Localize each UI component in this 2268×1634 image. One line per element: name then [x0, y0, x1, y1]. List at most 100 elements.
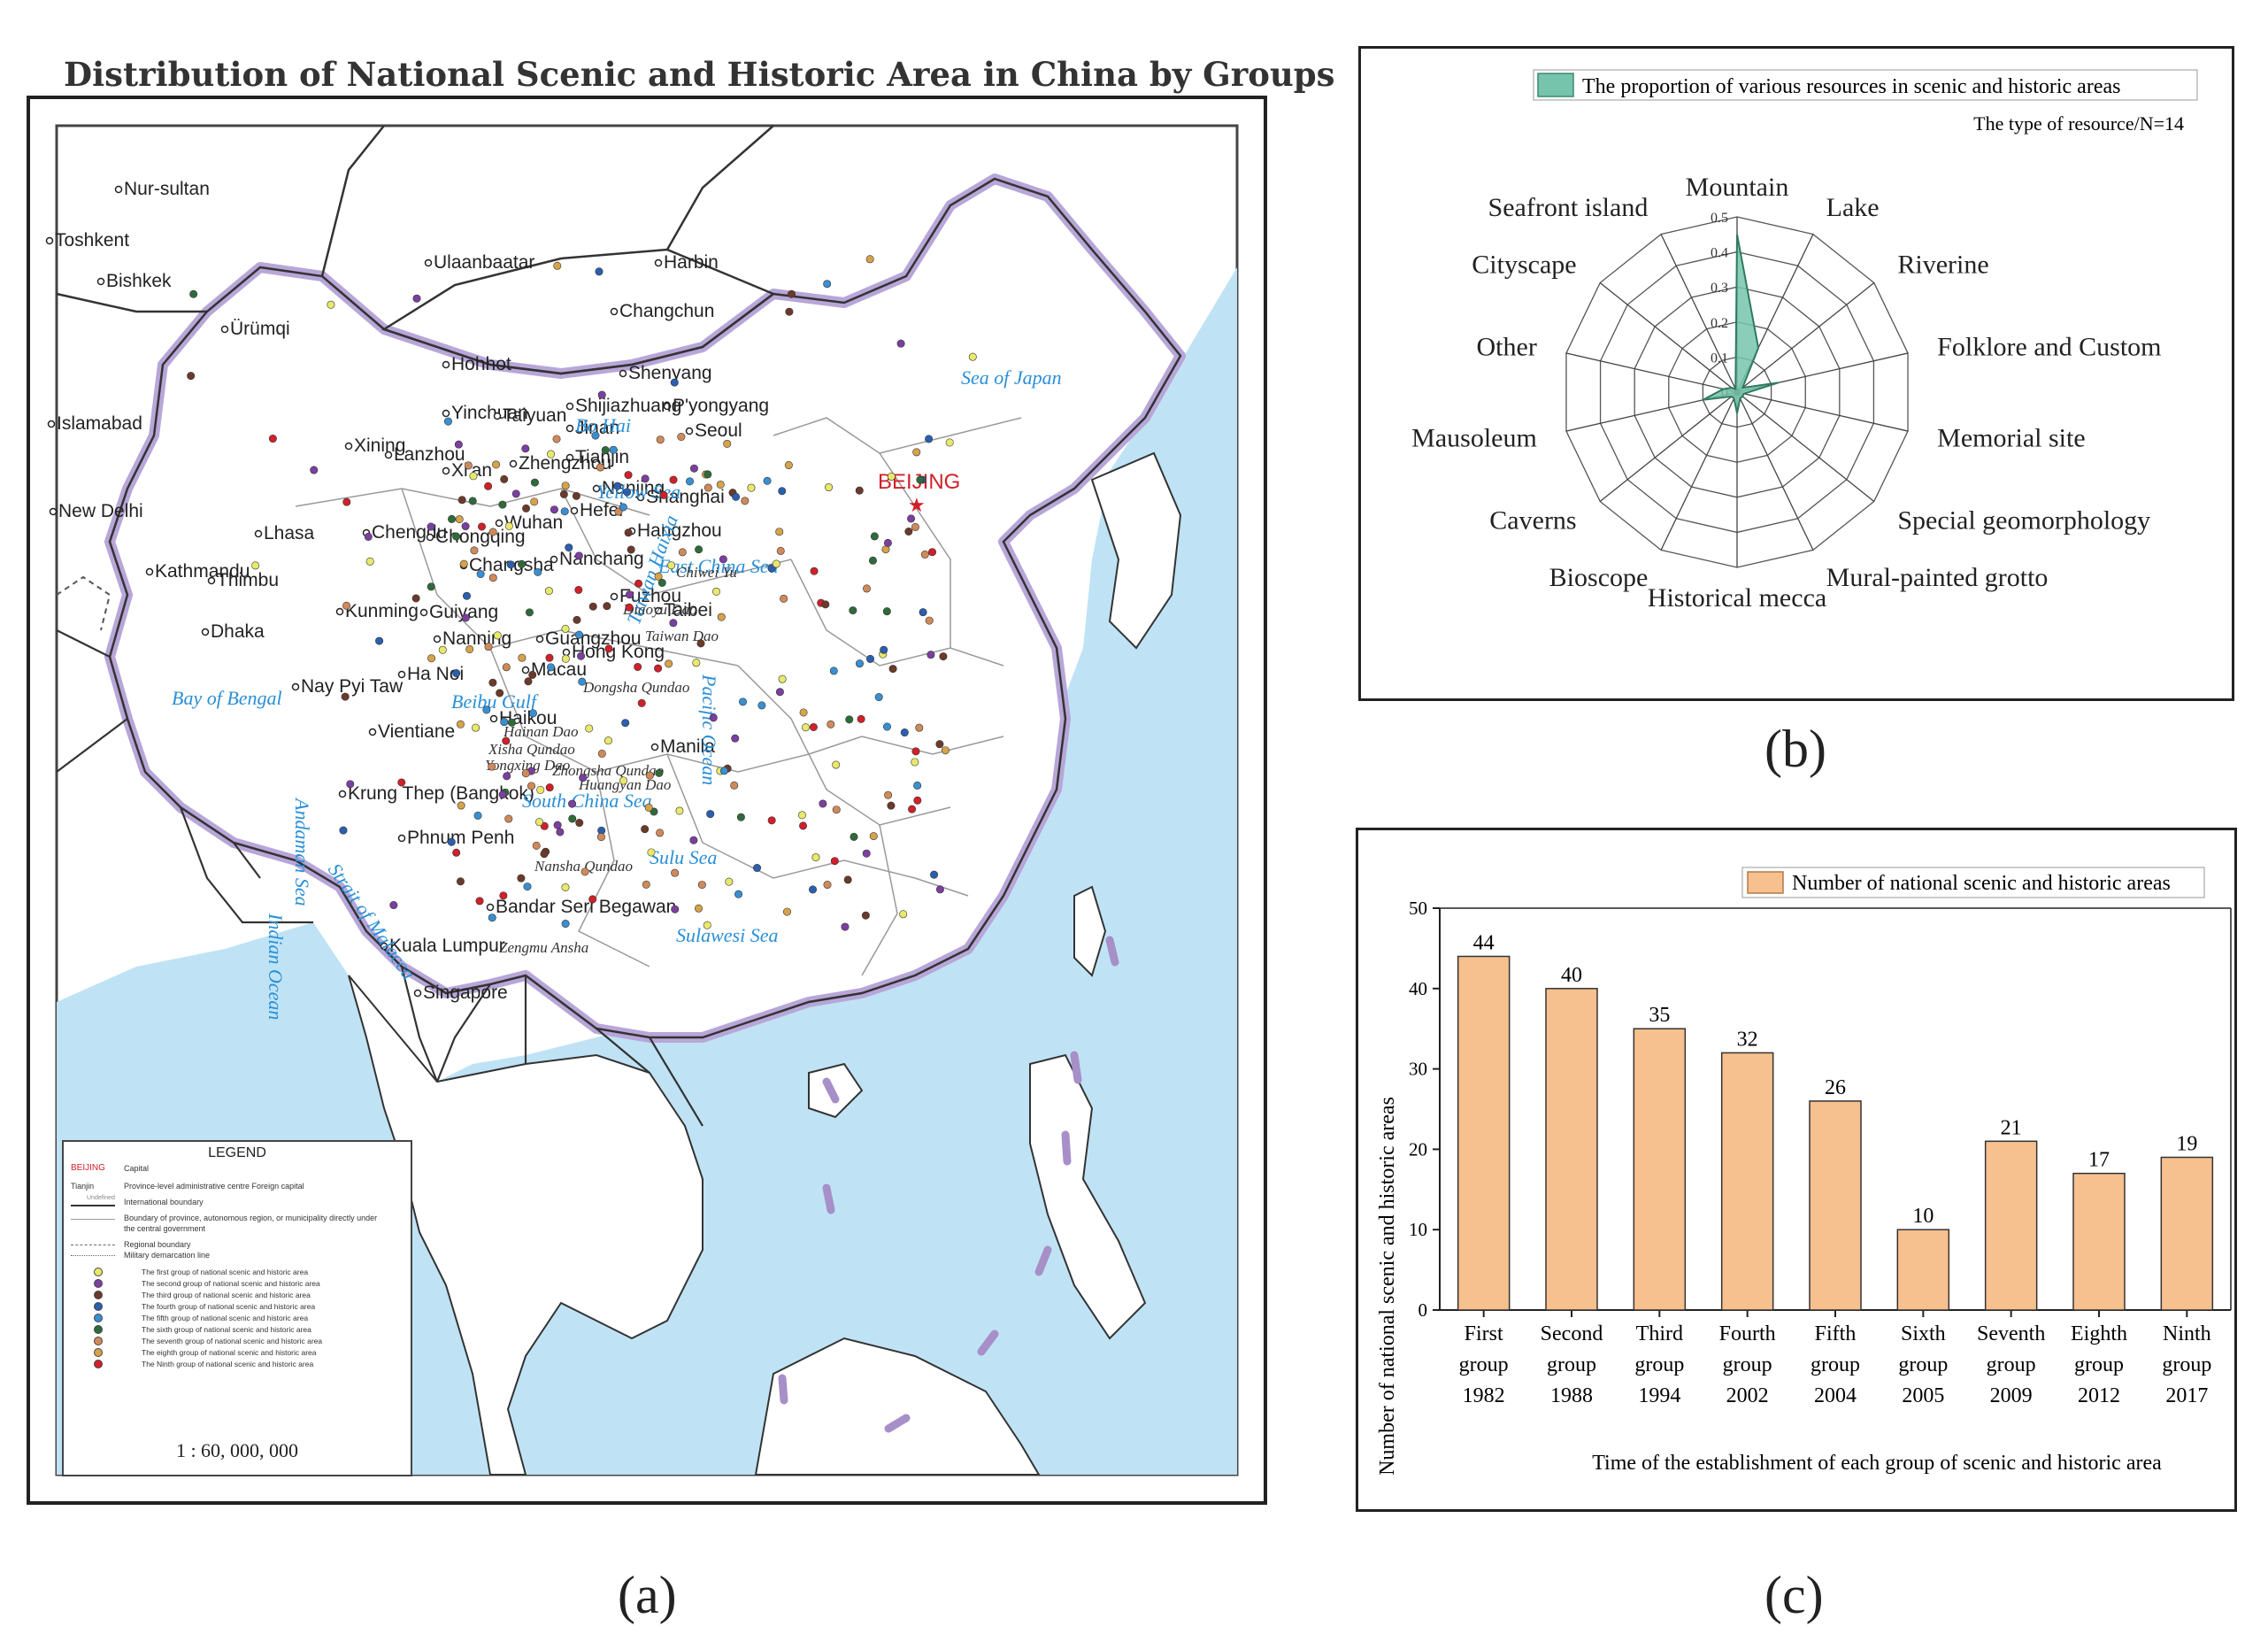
scenic-site-dot: [849, 606, 857, 615]
bar-value-label: 26: [1825, 1076, 1846, 1099]
scenic-site-dot: [500, 474, 509, 483]
y-tick-label: 30: [1409, 1059, 1427, 1080]
scenic-site-dot: [896, 339, 905, 348]
scenic-site-dot: [925, 435, 934, 443]
scenic-site-dot: [968, 352, 977, 361]
scenic-site-dot: [669, 619, 678, 628]
legend-group-dot: [94, 1313, 103, 1322]
scenic-site-dot: [470, 546, 479, 555]
legend-groups: The first group of national scenic and h…: [71, 1266, 407, 1369]
city-marker: [654, 606, 663, 615]
scenic-site-dot: [511, 489, 520, 498]
scenic-site-dot: [524, 677, 533, 686]
scenic-site-dot: [825, 483, 834, 492]
city-label: Singapore: [423, 983, 508, 1003]
city-marker: [570, 506, 579, 515]
scenic-site-dot: [763, 476, 772, 485]
scenic-site-dot: [656, 435, 665, 444]
scenic-site-dot: [712, 587, 721, 596]
x-tick-label: Second: [1541, 1322, 1603, 1345]
city-label: Hefei: [580, 500, 623, 520]
city-marker: [663, 402, 672, 411]
bar: [1457, 955, 1511, 1311]
scenic-site-dot: [935, 740, 944, 749]
scenic-site-dot: [925, 616, 934, 625]
scenic-site-dot: [783, 907, 792, 916]
scenic-site-dot: [189, 289, 198, 298]
philippines-land: [1029, 1053, 1147, 1340]
scenic-site-dot: [530, 478, 539, 487]
city-label: Hangzhou: [637, 520, 722, 541]
scenic-site-dot: [810, 567, 819, 575]
radar-axis-label: Mountain: [1686, 173, 1789, 202]
scenic-site-dot: [785, 307, 794, 316]
scenic-site-dot: [577, 651, 586, 660]
borneo-land: [754, 1337, 1041, 1476]
scenic-site-dot: [865, 255, 874, 264]
scenic-site-dot: [866, 654, 875, 663]
city-marker: [397, 834, 406, 843]
scenic-site-dot: [686, 477, 695, 486]
bar: [1809, 1100, 1862, 1311]
scenic-site-dot: [826, 720, 835, 728]
radar-series-area: [1702, 234, 1779, 413]
scenic-site-dot: [488, 913, 496, 922]
scenic-site-dot: [703, 470, 712, 479]
scenic-site-dot: [941, 746, 949, 755]
bar-value-label: 10: [1912, 1205, 1934, 1228]
bar-value-label: 17: [2088, 1149, 2110, 1172]
scenic-site-dot: [939, 652, 948, 661]
legend-group-label: The fourth group of national scenic and …: [142, 1301, 316, 1311]
x-tick-label: group: [1898, 1353, 1948, 1376]
city-marker: [654, 258, 663, 267]
scenic-site-dot: [935, 885, 944, 894]
scenic-site-dot: [528, 670, 537, 679]
legend-group-dot: [94, 1324, 103, 1334]
y-tick-label: 10: [1409, 1219, 1427, 1240]
scenic-site-dot: [518, 653, 527, 662]
caption-a: (a): [618, 1566, 677, 1624]
scenic-site-dot: [341, 692, 350, 701]
svg-text:★: ★: [908, 494, 926, 516]
scenic-site-dot: [801, 723, 810, 732]
bar-value-label: 35: [1649, 1004, 1670, 1027]
city-marker: [650, 743, 659, 751]
scenic-site-dot: [552, 435, 561, 443]
scenic-site-dot: [928, 548, 937, 557]
scenic-site-dot: [882, 722, 891, 731]
radar-spoke: [1736, 391, 1909, 432]
city-label: Jinan: [575, 418, 619, 438]
city-label: Kuala Lumpur: [389, 936, 505, 956]
bar-value-label: 40: [1561, 964, 1582, 987]
city-label: Ha Noi: [407, 664, 464, 684]
city-marker: [207, 576, 216, 585]
city-marker: [489, 714, 498, 723]
city-marker: [201, 628, 210, 636]
scenic-site-dot: [462, 591, 471, 600]
scenic-site-dot: [717, 613, 726, 621]
city-label: Wuhan: [504, 513, 563, 533]
city-marker: [685, 427, 694, 435]
legend-province-text: Province-level administrative centre For…: [124, 1182, 304, 1191]
mongolia-border: [381, 248, 776, 375]
scenic-site-dot: [736, 813, 745, 821]
scenic-site-dot: [411, 594, 420, 603]
scenic-site-dot: [862, 849, 871, 858]
city-marker: [610, 307, 619, 316]
city-label: Toshkent: [55, 230, 129, 250]
scenic-site-dot: [187, 372, 196, 381]
city-label: Fuzhou: [619, 586, 681, 606]
scenic-site-dot: [427, 582, 435, 591]
scenic-site-dot: [913, 796, 922, 805]
scenic-site-dot: [920, 550, 929, 559]
city-marker: [45, 236, 54, 245]
city-label: Chongqing: [435, 527, 526, 547]
legend-group-dot: [94, 1359, 103, 1368]
scenic-site-dot: [553, 261, 562, 270]
scenic-site-dot: [861, 911, 870, 920]
scenic-site-dots: [187, 255, 977, 931]
legend-group-item: The sixth group of national scenic and h…: [71, 1323, 407, 1335]
city-marker: [380, 942, 388, 951]
neighbor-borders: [56, 629, 703, 1127]
city-label: Hong Kong: [572, 642, 665, 662]
